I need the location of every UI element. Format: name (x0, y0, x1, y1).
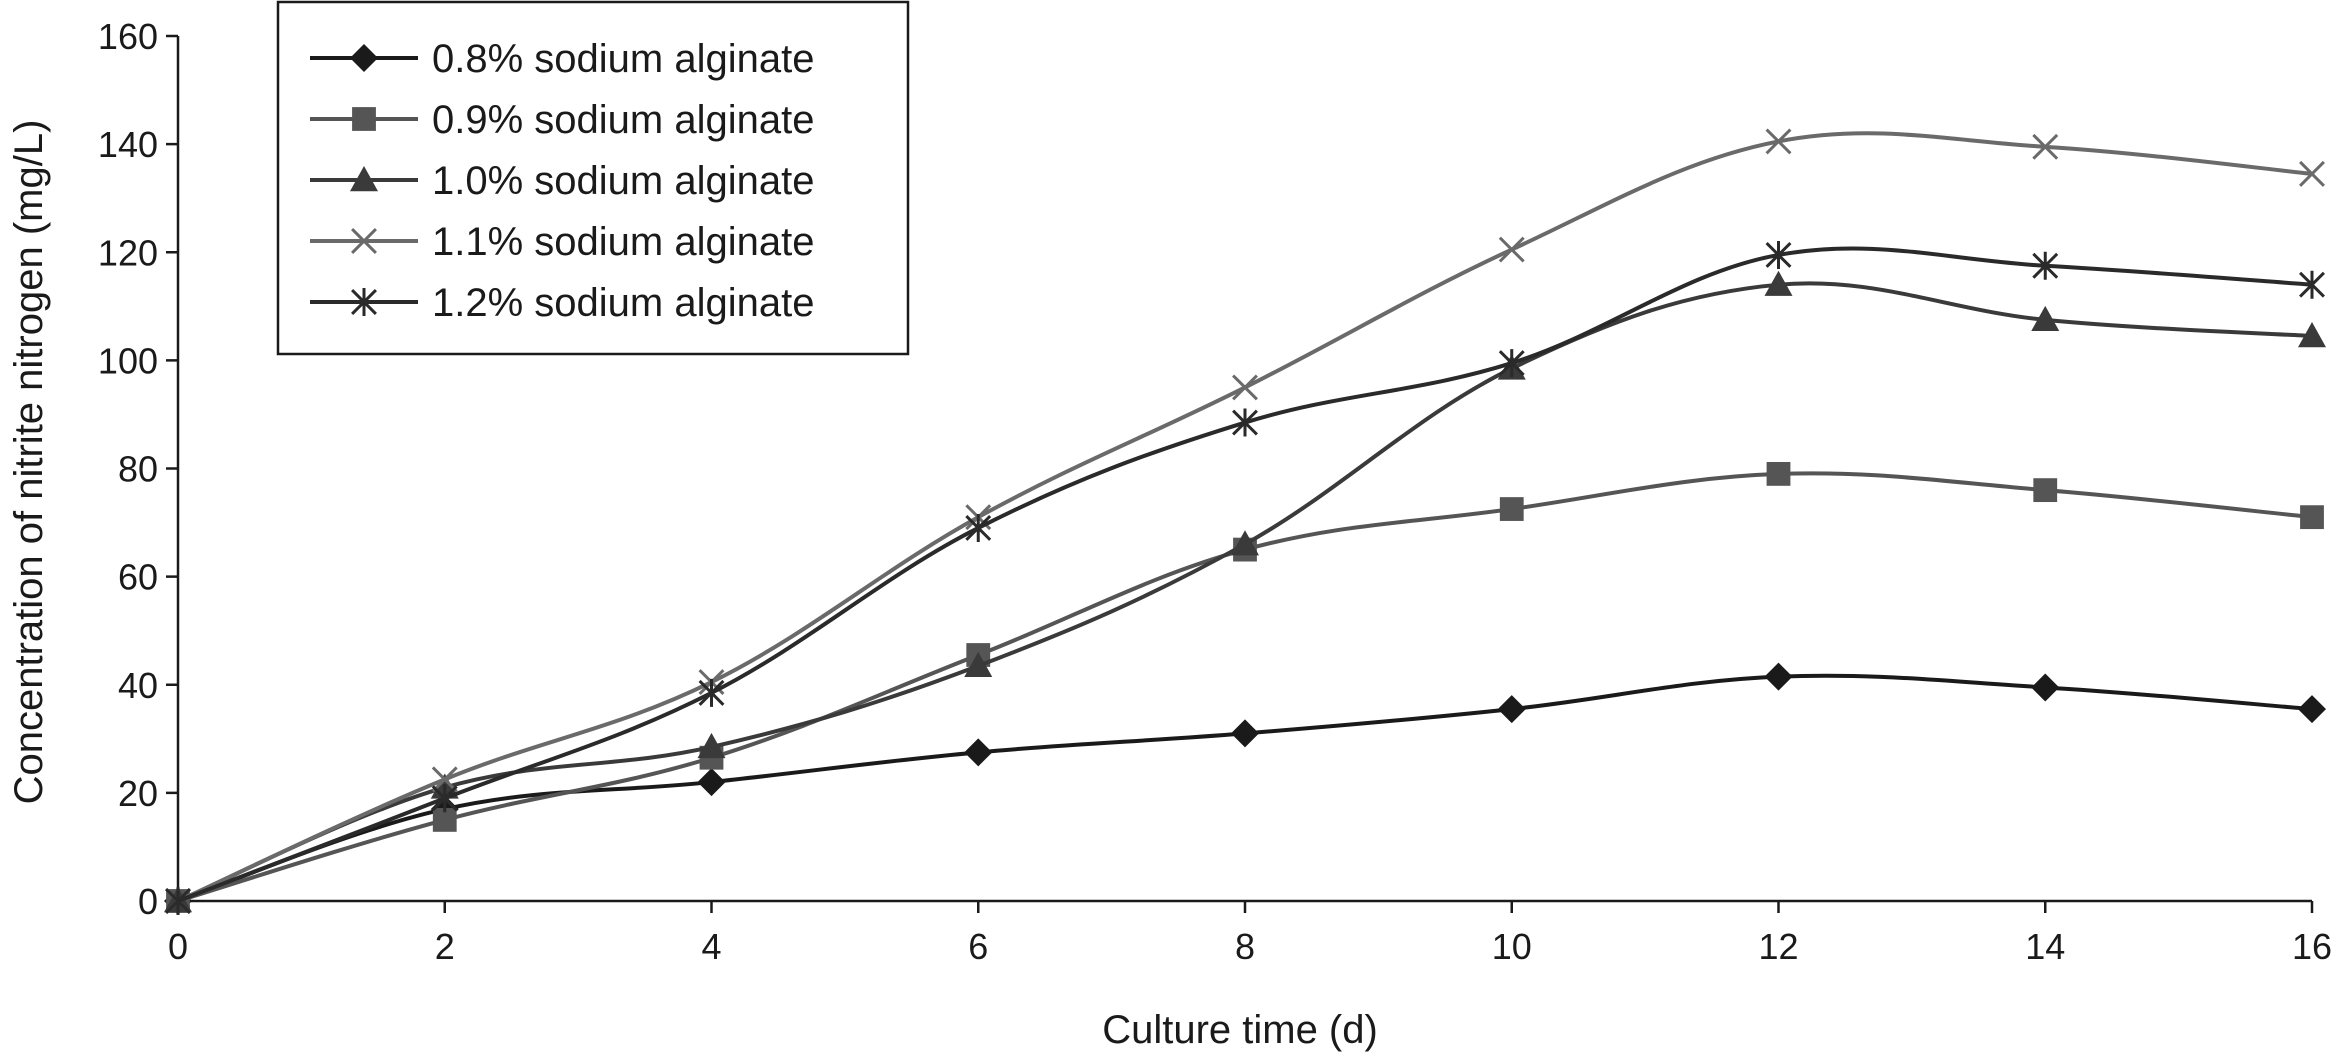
legend-label: 0.9% sodium alginate (432, 98, 814, 142)
x-tick-label: 12 (1758, 926, 1798, 967)
legend-box (276, 0, 910, 356)
y-tick-label: 140 (98, 124, 158, 165)
point-triangle (1764, 270, 1793, 296)
x-tick-label: 4 (701, 926, 721, 967)
legend-item-4: 1.1% sodium alginate (310, 220, 814, 264)
point-star (698, 678, 725, 707)
x-tick-label: 0 (168, 926, 188, 967)
point-x (2032, 133, 2059, 160)
point-triangle (697, 732, 726, 759)
y-tick-label: 0 (138, 881, 158, 922)
point-square (1766, 462, 1791, 486)
x-tick-label: 14 (2025, 926, 2065, 967)
point-triangle (1231, 530, 1259, 556)
legend-item-3: 1.0% sodium alginate (310, 159, 814, 203)
point-star (431, 784, 458, 813)
point-x (1765, 128, 1792, 155)
point-diamond (697, 768, 726, 797)
point-x (351, 228, 377, 254)
y-tick-label: 120 (98, 232, 158, 273)
y-axis-title: Concentration of nitrite nitrogen (mg/L) (7, 120, 51, 805)
point-x (1232, 374, 1258, 401)
legend-item-2: 0.9% sodium alginate (310, 98, 814, 142)
point-triangle (2031, 305, 2060, 332)
axes: 0 20 40 60 80 100 120 140 160 0 2 4 6 8 10 12 14 16 (98, 16, 2332, 967)
x-tick-label: 16 (2292, 926, 2332, 967)
x-tick-label: 10 (1492, 926, 1532, 967)
point-square (2033, 478, 2058, 503)
point-square (1499, 497, 1524, 521)
y-tick-label: 80 (118, 449, 158, 490)
legend-item-5: 1.2% sodium alginate (310, 281, 814, 325)
point-star (1498, 349, 1525, 378)
point-x (2299, 160, 2325, 187)
point-star (965, 513, 992, 542)
y-tick-label: 40 (118, 665, 158, 706)
series-line (177, 673, 2313, 903)
legend-item-1: 0.8% sodium alginate (310, 37, 814, 81)
legend: 0.8% sodium alginate 0.9% sodium alginate… (276, 0, 910, 356)
x-axis-title: Culture time (d) (1102, 1008, 1378, 1052)
point-star (2299, 270, 2325, 299)
y-tick-label: 100 (98, 340, 158, 381)
legend-label: 0.8% sodium alginate (432, 37, 814, 81)
point-diamond (350, 44, 378, 72)
legend-label: 1.1% sodium alginate (432, 220, 814, 264)
point-star (351, 288, 377, 316)
x-tick-label: 8 (1235, 926, 1255, 967)
point-x (1498, 236, 1525, 263)
point-diamond (2031, 673, 2060, 702)
y-tick-label: 160 (98, 16, 158, 57)
series-group (164, 128, 2326, 915)
point-diamond (1497, 695, 1526, 724)
point-square (352, 107, 376, 131)
series-2 (166, 462, 2324, 913)
y-tick-label: 60 (118, 557, 158, 598)
point-square (432, 808, 457, 832)
point-star (1765, 240, 1792, 269)
point-diamond (1764, 662, 1793, 691)
point-star (165, 887, 191, 915)
point-star (2032, 251, 2059, 280)
x-tick-label: 2 (435, 926, 455, 967)
point-diamond (964, 738, 993, 767)
point-triangle (964, 651, 993, 678)
point-triangle (2298, 322, 2326, 348)
point-diamond (2298, 695, 2326, 724)
legend-label: 1.0% sodium alginate (432, 159, 814, 203)
y-tick-label: 20 (118, 773, 158, 814)
series-3 (164, 270, 2326, 913)
point-diamond (1231, 719, 1259, 748)
series-5 (165, 240, 2325, 915)
series-1 (164, 662, 2326, 915)
point-star (1232, 408, 1258, 437)
point-square (2300, 505, 2324, 530)
x-tick-label: 6 (968, 926, 988, 967)
point-triangle (350, 166, 378, 192)
point-x (431, 766, 458, 793)
legend-label: 1.2% sodium alginate (432, 281, 814, 325)
